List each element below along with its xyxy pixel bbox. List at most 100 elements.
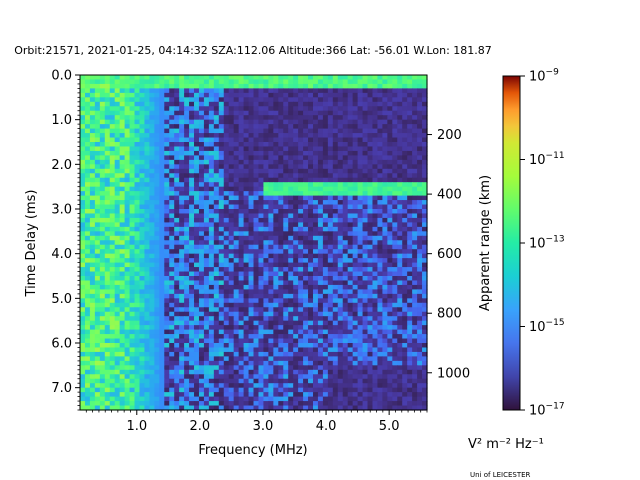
heatmap-cell xyxy=(139,191,146,197)
heatmap-cell xyxy=(407,106,413,112)
heatmap-cell xyxy=(422,177,428,183)
heatmap-cell xyxy=(218,213,225,219)
heatmap-cell xyxy=(268,173,274,179)
heatmap-cell xyxy=(194,231,200,237)
heatmap-cell xyxy=(243,334,250,340)
heatmap-cell xyxy=(407,387,413,393)
heatmap-cell xyxy=(243,97,250,103)
heatmap-cell xyxy=(352,101,359,107)
heatmap-cell xyxy=(288,101,294,107)
heatmap-cell xyxy=(377,159,383,165)
heatmap-cell xyxy=(422,142,428,148)
heatmap-cell xyxy=(352,302,359,308)
heatmap-cell xyxy=(218,293,225,299)
heatmap-cell xyxy=(104,298,111,304)
heatmap-cell xyxy=(228,97,235,103)
heatmap-cell xyxy=(194,343,200,349)
heatmap-cell xyxy=(382,325,388,331)
heatmap-cell xyxy=(253,329,260,335)
heatmap-cell xyxy=(149,79,155,85)
heatmap-cell xyxy=(362,75,369,81)
heatmap-cell xyxy=(382,146,388,152)
heatmap-cell xyxy=(258,213,265,219)
heatmap-cell xyxy=(312,298,319,304)
heatmap-cell xyxy=(278,351,284,357)
heatmap-cell xyxy=(189,150,195,156)
heatmap-cell xyxy=(194,182,200,188)
heatmap-cell xyxy=(268,168,274,174)
heatmap-cell xyxy=(189,217,195,223)
heatmap-cell xyxy=(94,244,101,250)
heatmap-cell xyxy=(317,213,324,219)
heatmap-cell xyxy=(362,347,369,353)
heatmap-cell xyxy=(139,200,146,206)
heatmap-cell xyxy=(99,235,106,241)
heatmap-cell xyxy=(312,369,319,375)
heatmap-cell xyxy=(149,235,155,241)
heatmap-cell xyxy=(99,320,106,326)
heatmap-cell xyxy=(337,88,344,94)
heatmap-cell xyxy=(154,383,160,389)
heatmap-cell xyxy=(397,320,403,326)
heatmap-cell xyxy=(89,262,96,268)
heatmap-cell xyxy=(84,226,91,232)
heatmap-cell xyxy=(258,150,265,156)
heatmap-cell xyxy=(258,334,265,340)
heatmap-cell xyxy=(203,142,210,148)
heatmap-cell xyxy=(342,226,349,232)
heatmap-cell xyxy=(248,110,255,116)
heatmap-cell xyxy=(377,133,383,139)
heatmap-cell xyxy=(144,75,150,81)
heatmap-cell xyxy=(377,217,383,223)
heatmap-cell xyxy=(337,298,344,304)
heatmap-cell xyxy=(367,262,374,268)
heatmap-cell xyxy=(248,235,255,241)
heatmap-cell xyxy=(278,222,284,228)
heatmap-cell xyxy=(238,356,245,362)
heatmap-cell xyxy=(243,146,250,152)
heatmap-cell xyxy=(402,164,408,170)
heatmap-cell xyxy=(412,276,418,282)
heatmap-cell xyxy=(129,311,136,317)
heatmap-cell xyxy=(387,383,393,389)
heatmap-cell xyxy=(278,280,284,286)
heatmap-cell xyxy=(194,271,200,277)
heatmap-cell xyxy=(109,146,116,152)
heatmap-cell xyxy=(322,276,329,282)
heatmap-cell xyxy=(392,110,398,116)
heatmap-cell xyxy=(84,217,91,223)
heatmap-cell xyxy=(308,101,314,107)
heatmap-cell xyxy=(144,182,150,188)
heatmap-cell xyxy=(208,155,215,161)
heatmap-cell xyxy=(327,387,334,393)
heatmap-cell xyxy=(159,249,165,255)
heatmap-cell xyxy=(283,249,289,255)
heatmap-cell xyxy=(377,262,383,268)
heatmap-cell xyxy=(104,374,111,380)
heatmap-cell xyxy=(218,329,225,335)
heatmap-cell xyxy=(194,347,200,353)
heatmap-cell xyxy=(119,119,126,125)
heatmap-cell xyxy=(278,133,284,139)
heatmap-cell xyxy=(293,119,299,125)
heatmap-cell xyxy=(342,110,349,116)
heatmap-cell xyxy=(337,253,344,259)
heatmap-cell xyxy=(322,191,329,197)
heatmap-cell xyxy=(208,115,215,121)
heatmap-cell xyxy=(184,128,190,134)
heatmap-cell xyxy=(387,320,393,326)
heatmap-cell xyxy=(129,115,136,121)
heatmap-cell xyxy=(258,284,265,290)
heatmap-cell xyxy=(213,137,220,143)
heatmap-cell xyxy=(387,311,393,317)
heatmap-cell xyxy=(312,262,319,268)
heatmap-cell xyxy=(189,320,195,326)
heatmap-cell xyxy=(362,338,369,344)
heatmap-cell xyxy=(308,271,314,277)
heatmap-cell xyxy=(268,101,274,107)
heatmap-cell xyxy=(144,110,150,116)
heatmap-cell xyxy=(377,213,383,219)
heatmap-cell xyxy=(144,365,150,371)
heatmap-cell xyxy=(154,191,160,197)
heatmap-cell xyxy=(382,97,388,103)
